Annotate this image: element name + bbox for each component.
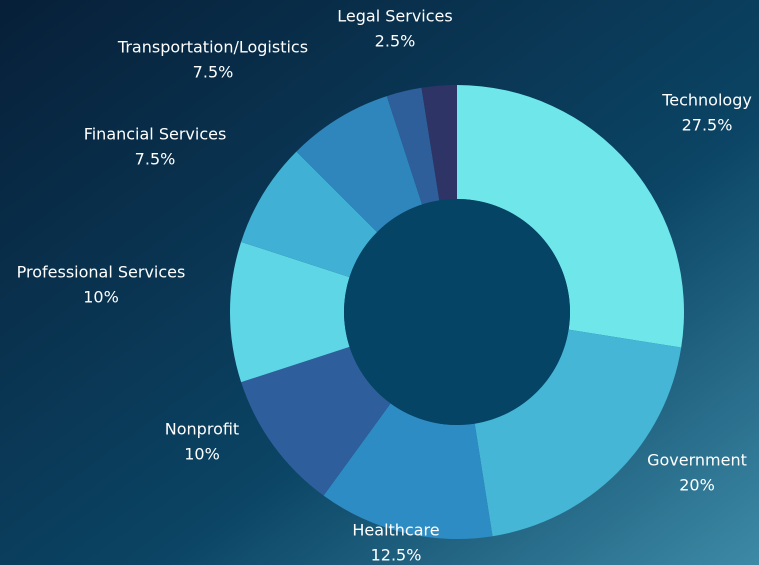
slice-label: Healthcare (352, 521, 439, 540)
donut-slice (474, 329, 682, 537)
donut-slice (457, 85, 684, 348)
donut-hole (344, 199, 570, 425)
donut-slice (421, 85, 457, 201)
slice-label: Legal Services (337, 7, 452, 26)
slice-value-label: 10% (83, 288, 119, 307)
slice-value-label: 12.5% (371, 546, 422, 565)
slice-label: Professional Services (17, 263, 186, 282)
donut-slice (241, 346, 391, 496)
slice-value-label: 10% (184, 445, 220, 464)
slice-label: Government (647, 451, 747, 470)
slice-label: Financial Services (84, 125, 227, 144)
donut-slice (296, 96, 423, 233)
slice-value-label: 20% (679, 476, 715, 495)
slice-value-label: 7.5% (135, 150, 176, 169)
slice-value-label: 2.5% (375, 32, 416, 51)
slice-label: Technology (661, 91, 752, 110)
donut-slice (241, 151, 378, 278)
donut-slice (386, 87, 440, 205)
slice-value-label: 27.5% (682, 116, 733, 135)
donut-slice (229, 241, 350, 383)
donut-slice (323, 403, 493, 539)
slice-value-label: 7.5% (193, 63, 234, 82)
slice-label: Transportation/Logistics (117, 38, 308, 57)
slice-label: Nonprofit (165, 420, 239, 439)
